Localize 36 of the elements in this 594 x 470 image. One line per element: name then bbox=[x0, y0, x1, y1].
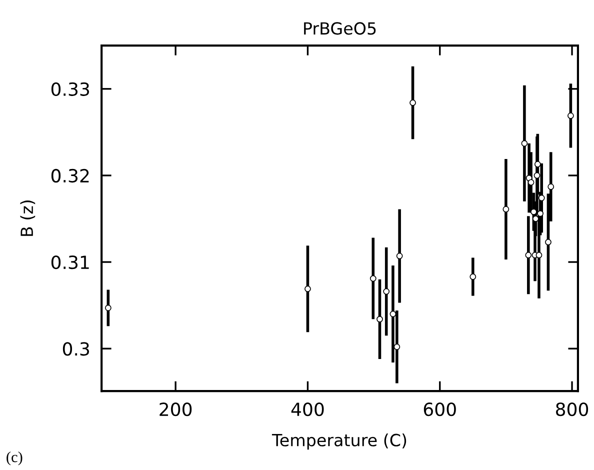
point bbox=[548, 184, 554, 190]
x-tick-label: 200 bbox=[160, 402, 192, 416]
point bbox=[525, 252, 532, 258]
point bbox=[536, 252, 542, 258]
x-tick-label: 400 bbox=[291, 402, 324, 416]
y-tick-label: 0.32 bbox=[51, 168, 89, 183]
point bbox=[470, 274, 476, 280]
point bbox=[390, 310, 396, 318]
x-tick-label: 800 bbox=[556, 402, 588, 416]
point bbox=[376, 316, 383, 322]
point bbox=[567, 112, 574, 119]
point bbox=[396, 252, 403, 260]
x-axis-title: Temperature (C) bbox=[272, 434, 406, 450]
point bbox=[502, 206, 510, 212]
point bbox=[528, 179, 534, 186]
point bbox=[534, 161, 541, 168]
point bbox=[394, 344, 400, 350]
y-axis-title: B (z) bbox=[20, 200, 36, 236]
point bbox=[545, 238, 552, 246]
point bbox=[383, 288, 390, 295]
point bbox=[532, 216, 539, 222]
point bbox=[534, 172, 540, 179]
point bbox=[537, 210, 544, 217]
point bbox=[530, 208, 537, 216]
point bbox=[410, 100, 416, 106]
point bbox=[104, 304, 112, 312]
text: (c) bbox=[6, 451, 22, 466]
x-tick-label: 600 bbox=[424, 402, 456, 416]
y-tick-label: 0.3 bbox=[62, 342, 90, 356]
y-tick-label: 0.31 bbox=[51, 255, 89, 270]
y-tick-label: 0.33 bbox=[51, 82, 90, 96]
chart-title: PrBGeO5 bbox=[304, 22, 376, 35]
point bbox=[370, 275, 376, 282]
point bbox=[304, 286, 311, 292]
point bbox=[521, 140, 528, 147]
point bbox=[538, 194, 545, 202]
